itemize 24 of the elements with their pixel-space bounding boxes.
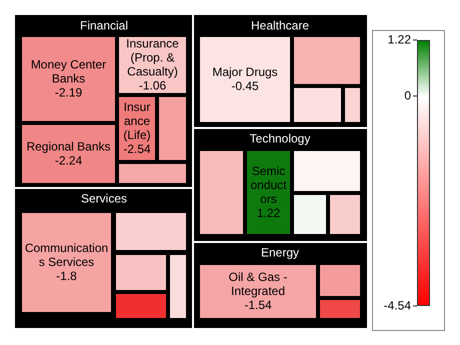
category-label: Insurance (Life) xyxy=(123,100,151,142)
data-label: -2.19 xyxy=(54,85,82,100)
data-label: -1.54 xyxy=(244,298,272,312)
text: 1.22 xyxy=(388,32,412,46)
data-label: -1.06 xyxy=(138,78,166,92)
category-label: Insurance (Prop. & Casualty) xyxy=(126,36,180,78)
category-label: Oil & Gas - Integrated xyxy=(228,270,288,298)
data-label: -0.45 xyxy=(231,78,259,93)
text: -4.54 xyxy=(384,298,412,312)
text: Energy xyxy=(260,245,300,260)
category-label: Major Drugs xyxy=(212,64,278,79)
data-label: -2.24 xyxy=(54,153,82,168)
text: Healthcare xyxy=(250,18,310,32)
data-label: -1.8 xyxy=(56,268,78,283)
text: Financial xyxy=(80,18,128,32)
data-label: 1.22 xyxy=(256,206,280,220)
data-label: -2.54 xyxy=(123,142,151,156)
text: Services xyxy=(80,191,128,206)
text: 0 xyxy=(404,88,412,102)
text: Technology xyxy=(250,131,310,146)
category-label: Regional Banks xyxy=(26,139,111,154)
category-label: Communications Services xyxy=(24,240,108,269)
category-label: Money Center Banks xyxy=(30,57,106,86)
category-label: Semiconductors xyxy=(250,164,288,206)
